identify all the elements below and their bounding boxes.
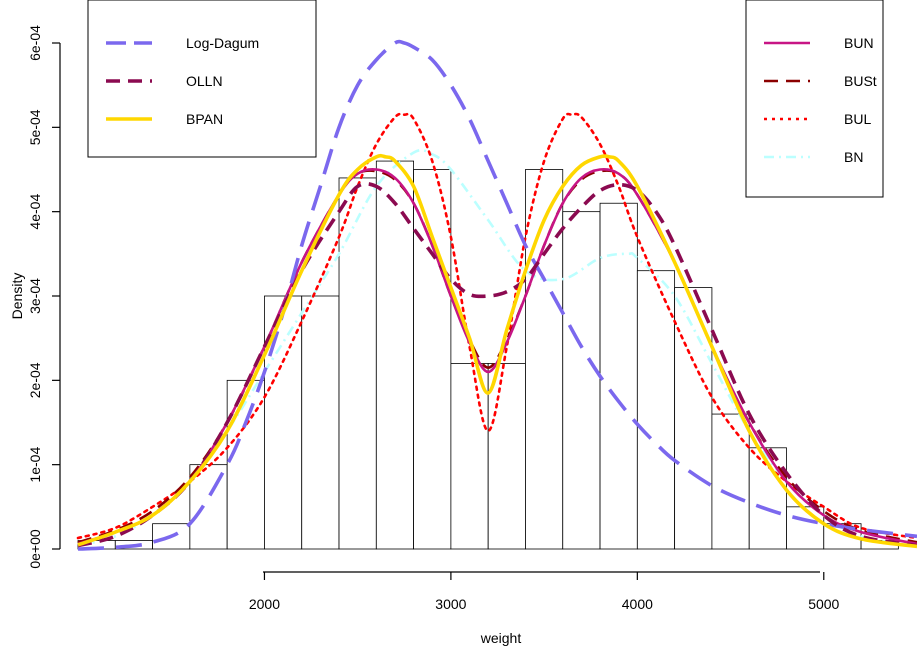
y-axis-title: Density [9,273,25,320]
x-tick-label: 4000 [622,596,653,612]
histogram-bar [339,178,376,549]
histogram-bar [600,203,637,549]
histogram-bar [451,363,488,549]
histogram-bar [302,296,339,549]
legend-label-log-dagum: Log-Dagum [186,35,259,51]
y-tick-label: 0e+00 [27,529,43,569]
histogram-bar [414,170,451,550]
y-tick-label: 6e-04 [27,25,43,61]
legend-label-bpan: BPAN [186,111,223,127]
legend-label-bun: BUN [844,35,874,51]
x-axis-ticks: 2000 3000 4000 5000 [249,572,840,612]
histogram-bar [637,271,674,549]
histogram-bar [525,170,562,550]
y-tick-label: 3e-04 [27,278,43,314]
x-axis-title: weight [480,630,522,646]
legend-label-bul: BUL [844,111,871,127]
y-tick-label: 1e-04 [27,447,43,483]
x-axis: 2000 3000 4000 5000 [249,572,840,612]
legend-label-bn: BN [844,149,863,165]
x-tick-label: 3000 [435,596,466,612]
legend-label-olln: OLLN [186,73,223,89]
legend-right: BUN BUSt BUL BN [746,0,883,197]
y-axis: 0e+00 1e-04 2e-04 3e-04 4e-04 5e-04 6e-04 [27,25,60,569]
histogram-bar [227,380,264,549]
y-tick-label: 4e-04 [27,194,43,230]
legend-left: Log-Dagum OLLN BPAN [88,0,316,157]
y-tick-label: 5e-04 [27,109,43,145]
histogram-bar [675,288,712,549]
y-tick-label: 2e-04 [27,362,43,398]
histogram-bar [712,414,749,549]
y-axis-ticks: 0e+00 1e-04 2e-04 3e-04 4e-04 5e-04 6e-04 [27,25,60,569]
histogram-bar [488,363,525,549]
histogram-bar [786,507,823,549]
x-tick-label: 2000 [249,596,280,612]
x-tick-label: 5000 [808,596,839,612]
legend-label-bust: BUSt [844,73,877,89]
legend-right-box [746,0,883,197]
